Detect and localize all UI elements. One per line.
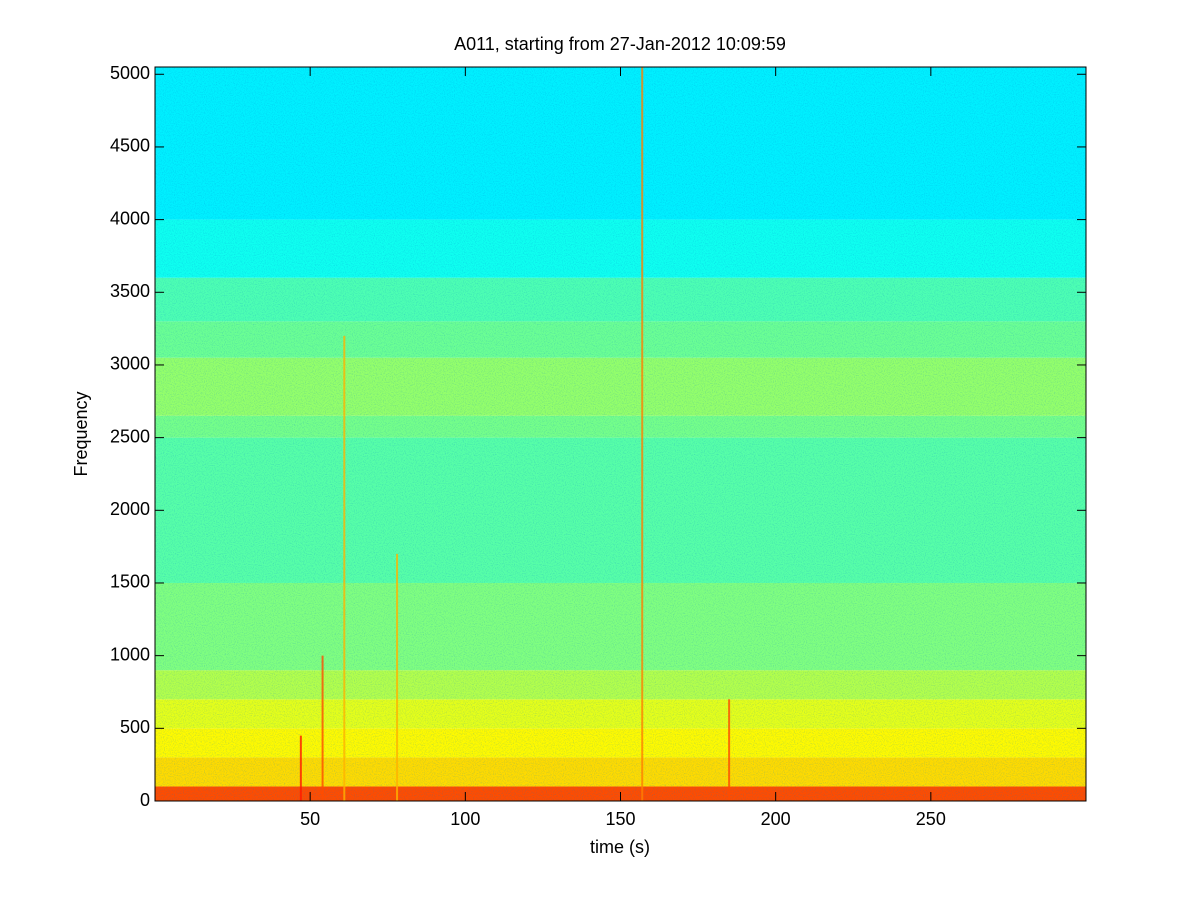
x-tick-label: 100 (450, 809, 480, 829)
y-tick-label: 4000 (110, 208, 150, 228)
noise-texture (155, 67, 1086, 801)
x-tick-label: 250 (916, 809, 946, 829)
chart-title: A011, starting from 27-Jan-2012 10:09:59 (454, 34, 786, 54)
y-tick-label: 5000 (110, 63, 150, 83)
y-tick-label: 3500 (110, 281, 150, 301)
x-tick-label: 200 (761, 809, 791, 829)
x-tick-label: 150 (605, 809, 635, 829)
plot-area (155, 67, 1086, 801)
x-axis-label: time (s) (590, 837, 650, 857)
y-tick-label: 4500 (110, 136, 150, 156)
y-tick-label: 3000 (110, 354, 150, 374)
y-tick-label: 2000 (110, 499, 150, 519)
y-tick-label: 500 (120, 717, 150, 737)
y-axis-label: Frequency (71, 391, 91, 476)
y-tick-label: 1000 (110, 644, 150, 664)
y-tick-label: 2500 (110, 426, 150, 446)
y-tick-label: 0 (140, 790, 150, 810)
x-tick-label: 50 (300, 809, 320, 829)
y-tick-label: 1500 (110, 572, 150, 592)
